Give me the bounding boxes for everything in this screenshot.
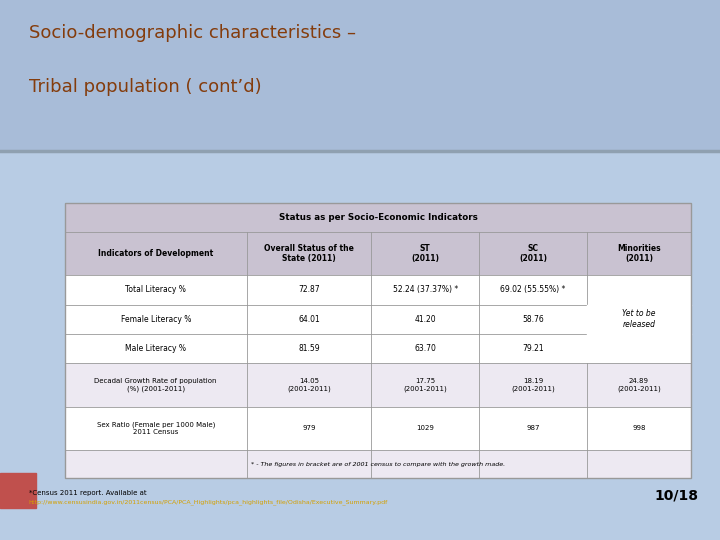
Text: http://www.censusindia.gov.in/2011census/PCA/PCA_Highlights/pca_highlights_file/: http://www.censusindia.gov.in/2011census… [29, 500, 388, 505]
Bar [65, 407, 691, 450]
Text: Decadal Growth Rate of population
(%) (2001-2011): Decadal Growth Rate of population (%) (2… [94, 378, 217, 392]
Bar [65, 450, 691, 478]
Text: Tribal population ( cont’d): Tribal population ( cont’d) [29, 78, 261, 96]
Text: 72.87: 72.87 [298, 286, 320, 294]
Bar [65, 202, 691, 478]
Text: 18.19
(2001-2011): 18.19 (2001-2011) [511, 378, 555, 392]
Bar [65, 232, 691, 275]
Text: 10/18: 10/18 [654, 489, 698, 503]
Text: Overall Status of the
State (2011): Overall Status of the State (2011) [264, 244, 354, 263]
Text: 17.75
(2001-2011): 17.75 (2001-2011) [403, 378, 447, 392]
Text: 52.24 (37.37%) *: 52.24 (37.37%) * [392, 286, 458, 294]
Text: 81.59: 81.59 [298, 344, 320, 353]
Text: 14.05
(2001-2011): 14.05 (2001-2011) [287, 378, 330, 392]
Text: 69.02 (55.55%) *: 69.02 (55.55%) * [500, 286, 566, 294]
Text: Status as per Socio-Economic Indicators: Status as per Socio-Economic Indicators [279, 213, 477, 221]
Text: Female Literacy %: Female Literacy % [120, 315, 191, 323]
Text: Socio-demographic characteristics –: Socio-demographic characteristics – [29, 24, 356, 42]
Text: 63.70: 63.70 [414, 344, 436, 353]
Text: 979: 979 [302, 426, 315, 431]
Text: 58.76: 58.76 [522, 315, 544, 323]
Bar [65, 275, 691, 305]
Text: Yet to be
released: Yet to be released [622, 309, 656, 329]
Bar [65, 334, 691, 363]
Text: 24.89
(2001-2011): 24.89 (2001-2011) [617, 378, 661, 392]
Text: *Census 2011 report. Available at: *Census 2011 report. Available at [29, 490, 146, 496]
Bar [65, 305, 691, 334]
Bar [0, 472, 36, 508]
Text: Male Literacy %: Male Literacy % [125, 344, 186, 353]
Text: ST
(2011): ST (2011) [411, 244, 439, 263]
Text: 41.20: 41.20 [414, 315, 436, 323]
Text: 987: 987 [526, 426, 540, 431]
Bar [65, 202, 691, 232]
Text: 998: 998 [632, 426, 646, 431]
Text: Indicators of Development: Indicators of Development [98, 249, 213, 258]
Text: SC
(2011): SC (2011) [519, 244, 547, 263]
Text: Total Literacy %: Total Literacy % [125, 286, 186, 294]
Text: * - The figures in bracket are of 2001 census to compare with the growth made.: * - The figures in bracket are of 2001 c… [251, 462, 505, 467]
Bar [0, 0, 720, 151]
Text: 1029: 1029 [416, 426, 434, 431]
Text: Minorities
(2011): Minorities (2011) [617, 244, 661, 263]
Text: Sex Ratio (Female per 1000 Male)
2011 Census: Sex Ratio (Female per 1000 Male) 2011 Ce… [96, 422, 215, 435]
Bar [65, 363, 691, 407]
Text: 64.01: 64.01 [298, 315, 320, 323]
Text: 79.21: 79.21 [522, 344, 544, 353]
